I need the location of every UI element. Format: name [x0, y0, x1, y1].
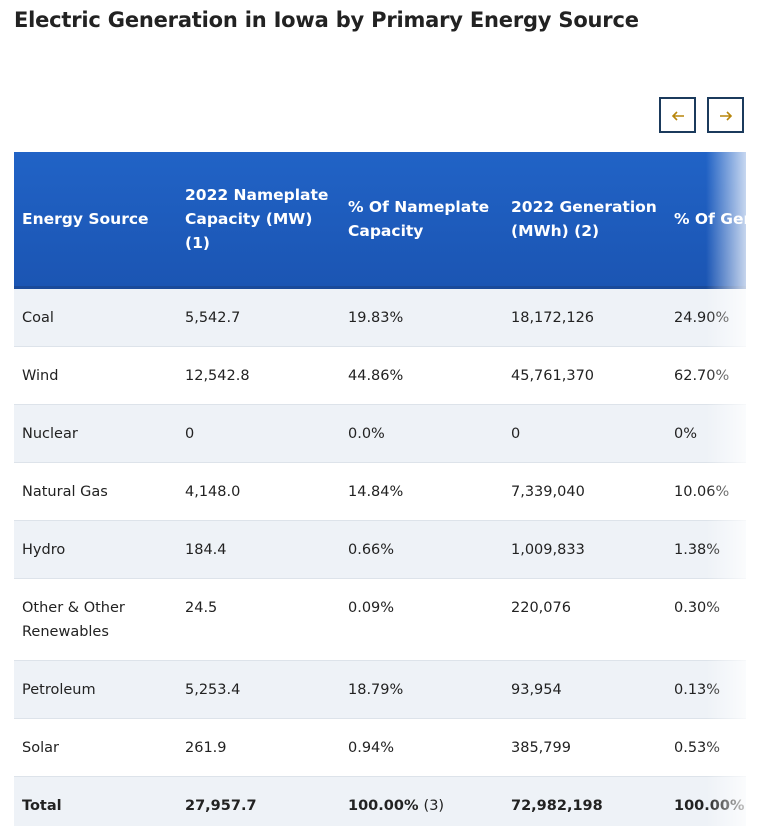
- table-cell: 0.0%: [348, 426, 385, 442]
- table-cell: 0.13%: [674, 682, 721, 698]
- table-cell: 0.66%: [348, 542, 395, 558]
- page-title: Electric Generation in Iowa by Primary E…: [14, 8, 639, 32]
- table: Energy Source 2022 Nameplate Capacity (MW…: [14, 152, 746, 826]
- table-cell: 44.86%: [348, 368, 404, 384]
- table-row: Wind 12,542.8 44.86% 45,761,370 62.70%: [14, 347, 746, 405]
- table-cell: Wind: [22, 368, 59, 384]
- table-cell: 5,253.4: [185, 682, 241, 698]
- table-cell: 0: [511, 426, 521, 442]
- table-row: Other & Other Renewables 24.5 0.09% 220,076…: [14, 579, 746, 661]
- table-cell: 24.5: [185, 600, 218, 616]
- table-cell: 2022 Nameplate Capacity (MW) (1): [185, 186, 329, 252]
- table-cell: 5,542.7: [185, 310, 241, 326]
- cell-value: 100.00%: [674, 798, 745, 814]
- table-cell: 0.09%: [348, 600, 395, 616]
- table-cell: 184.4: [185, 542, 227, 558]
- table-cell: 0.30%: [674, 600, 721, 616]
- total-row: Total 27,957.7 100.00% (3) 72,982,198 100.00…: [14, 777, 746, 826]
- table-cell: 2022 Generation (MWh) (2): [511, 198, 657, 240]
- table-cell: 0: [185, 426, 195, 442]
- next-button[interactable]: [707, 97, 744, 133]
- table-row: Natural Gas 4,148.0 14.84% 7,339,040 10.06%: [14, 463, 746, 521]
- table-cell: 0.53%: [674, 740, 721, 756]
- table-cell: 72,982,198: [511, 798, 603, 814]
- cell-note: (3): [423, 798, 445, 814]
- left-arrow-icon: [671, 111, 684, 121]
- table-cell: 1.38%: [674, 542, 721, 558]
- table-cell: Solar: [22, 740, 59, 756]
- table-cell: 7,339,040: [511, 484, 585, 500]
- table-cell: 0%: [674, 426, 698, 442]
- table-cell: Other & Other Renewables: [22, 600, 125, 640]
- table-cell: 19.83%: [348, 310, 404, 326]
- table-cell: 45,761,370: [511, 368, 595, 384]
- table-cell: 93,954: [511, 682, 562, 698]
- table-cell: % Of Nameplate Capacity: [348, 198, 490, 240]
- table-row: Nuclear 0 0.0% 0 0%: [14, 405, 746, 463]
- table-cell: 10.06%: [674, 484, 730, 500]
- table-cell: Energy Source: [22, 210, 149, 228]
- table-cell: 62.70%: [674, 368, 730, 384]
- cell-value: 100.00%: [348, 798, 419, 814]
- table-cell: Petroleum: [22, 682, 96, 698]
- table-cell: 14.84%: [348, 484, 404, 500]
- table-cell: Hydro: [22, 542, 66, 558]
- prev-button[interactable]: [659, 97, 696, 133]
- table-cell: Natural Gas: [22, 484, 108, 500]
- right-arrow-icon: [720, 111, 733, 121]
- table-cell: % Of Generation: [674, 210, 746, 228]
- table-cell: 261.9: [185, 740, 227, 756]
- table-cell: 24.90%: [674, 310, 730, 326]
- table-cell: Total: [22, 798, 62, 814]
- table-row: Solar 261.9 0.94% 385,799 0.53%: [14, 719, 746, 777]
- table-row: Hydro 184.4 0.66% 1,009,833 1.38%: [14, 521, 746, 579]
- table-cell: Nuclear: [22, 426, 78, 442]
- table-cell: 0.94%: [348, 740, 395, 756]
- table-cell: 385,799: [511, 740, 571, 756]
- table-cell: 1,009,833: [511, 542, 585, 558]
- table-cell: 4,148.0: [185, 484, 241, 500]
- table-cell: 100.00% (3): [340, 777, 503, 826]
- header-row: Energy Source 2022 Nameplate Capacity (MW…: [14, 152, 746, 289]
- table-cell: Coal: [22, 310, 54, 326]
- table-cell: 100.00% (3): [666, 777, 746, 826]
- table-scroll: Energy Source 2022 Nameplate Capacity (MW…: [14, 152, 746, 826]
- table-cell: 220,076: [511, 600, 571, 616]
- table-cell: 18,172,126: [511, 310, 595, 326]
- table-cell: 27,957.7: [185, 798, 257, 814]
- table-row: Petroleum 5,253.4 18.79% 93,954 0.13%: [14, 661, 746, 719]
- table-row: Coal 5,542.7 19.83% 18,172,126 24.90%: [14, 289, 746, 347]
- table-cell: 18.79%: [348, 682, 404, 698]
- table-cell: 12,542.8: [185, 368, 250, 384]
